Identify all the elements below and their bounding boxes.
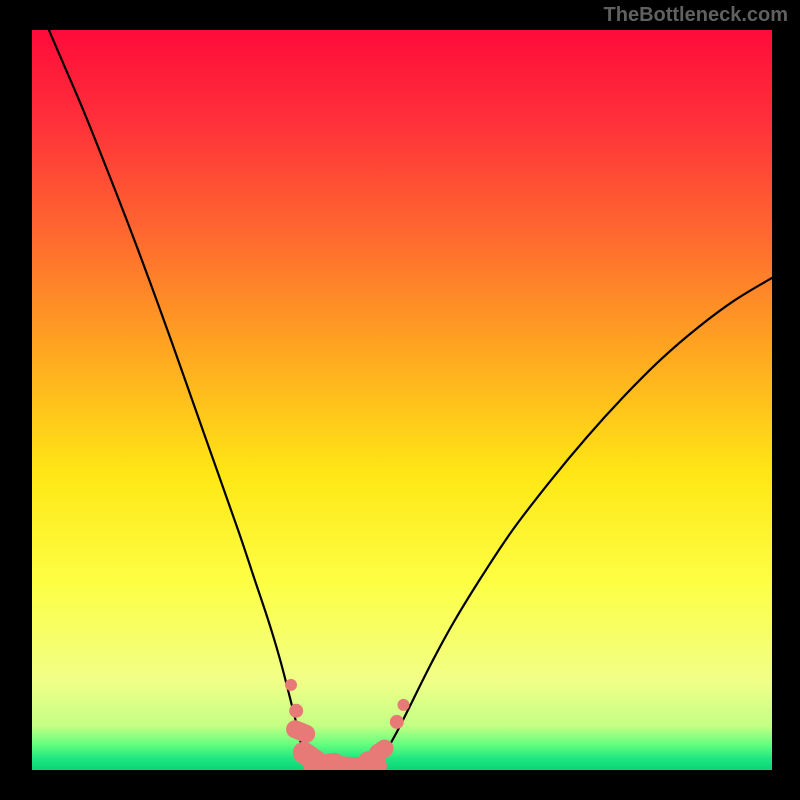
marker-1 <box>289 704 303 718</box>
marker-8 <box>390 715 404 729</box>
marker-9 <box>397 699 409 711</box>
gradient-background <box>32 30 772 770</box>
marker-0 <box>285 679 297 691</box>
watermark-text: TheBottleneck.com <box>604 4 788 27</box>
bottleneck-chart <box>32 30 772 770</box>
chart-svg <box>32 30 772 770</box>
